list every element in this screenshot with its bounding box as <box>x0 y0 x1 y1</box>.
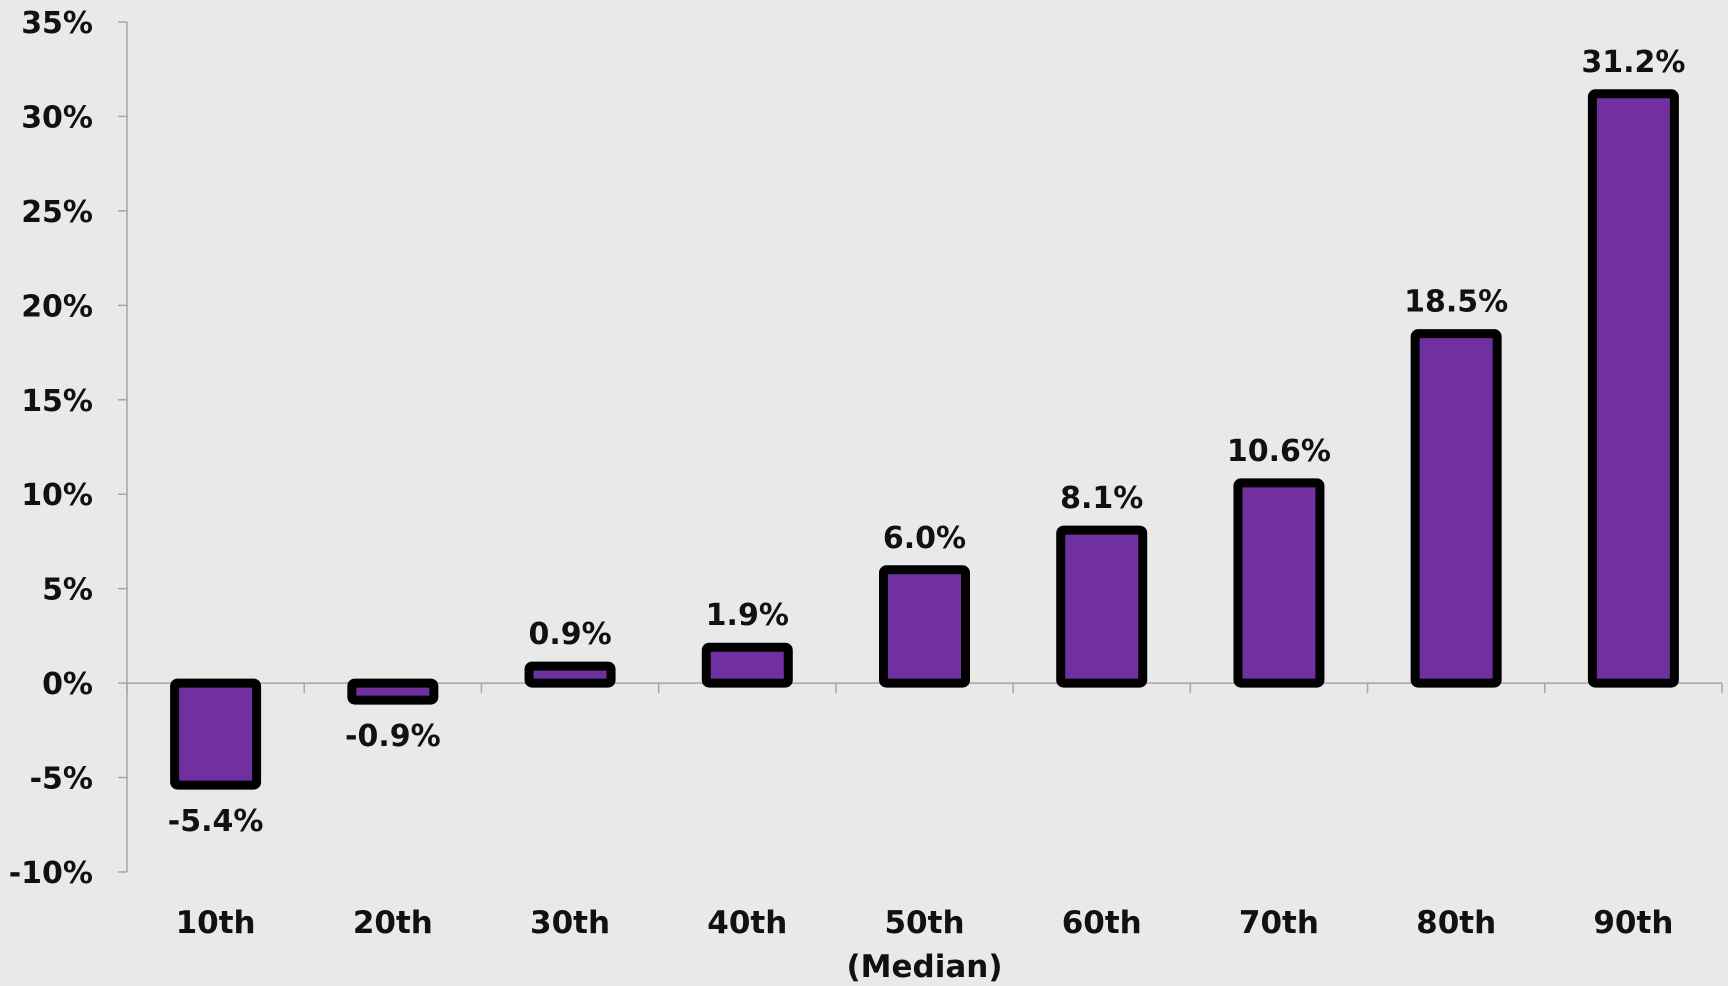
data-label: -0.9% <box>345 719 441 754</box>
data-label: 1.9% <box>706 598 789 633</box>
x-tick-label: 70th <box>1239 905 1319 941</box>
x-tick-labels: 10th 20th 30th 40th 50th (Median) 60th 70th 80th… <box>176 905 1674 985</box>
data-label: 10.6% <box>1227 434 1331 469</box>
x-tick-label: 50th <box>884 905 964 941</box>
y-tick-label: 30% <box>21 100 93 135</box>
data-label: 0.9% <box>528 617 611 652</box>
bar-20th <box>347 678 439 705</box>
x-tick-label: 60th <box>1062 905 1142 941</box>
y-tick-labels: -10% -5% 0% 5% 10% 15% 20% 25% 30% 35% <box>9 6 93 891</box>
data-label: 6.0% <box>883 521 966 556</box>
data-label: -5.4% <box>168 804 264 839</box>
x-tick-label: 90th <box>1593 905 1673 941</box>
y-axis <box>118 21 128 873</box>
bar-40th <box>701 642 793 688</box>
y-tick-label: 5% <box>42 573 93 608</box>
x-tick-label: 30th <box>530 905 610 941</box>
bar-70th <box>1233 478 1325 688</box>
data-labels: -5.4% -0.9% 0.9% 1.9% 6.0% 8.1% 10.6% 18.5% 31.2… <box>168 45 1686 839</box>
bar-30th <box>524 661 616 688</box>
bar-60th <box>1056 525 1148 688</box>
y-tick-label: -5% <box>30 762 93 797</box>
data-label: 8.1% <box>1060 481 1143 516</box>
bars <box>170 89 1679 790</box>
x-tick-label: 40th <box>707 905 787 941</box>
bar-80th <box>1410 329 1502 688</box>
y-tick-label: 20% <box>21 289 93 324</box>
y-tick-label: 35% <box>21 6 93 41</box>
data-label: 18.5% <box>1404 285 1508 320</box>
y-tick-label: 0% <box>42 667 93 702</box>
y-tick-label: 15% <box>21 384 93 419</box>
x-tick-sublabel: (Median) <box>846 949 1002 985</box>
bar-10th <box>170 678 262 790</box>
data-label: 31.2% <box>1581 45 1685 80</box>
x-tick-label: 20th <box>353 905 433 941</box>
y-tick-label: 10% <box>21 478 93 513</box>
x-tick-label: 80th <box>1416 905 1496 941</box>
y-tick-label: -10% <box>9 856 93 891</box>
x-tick-label: 10th <box>176 905 256 941</box>
y-tick-label: 25% <box>21 195 93 230</box>
bar-90th <box>1587 89 1679 688</box>
bar-50th <box>879 565 970 688</box>
